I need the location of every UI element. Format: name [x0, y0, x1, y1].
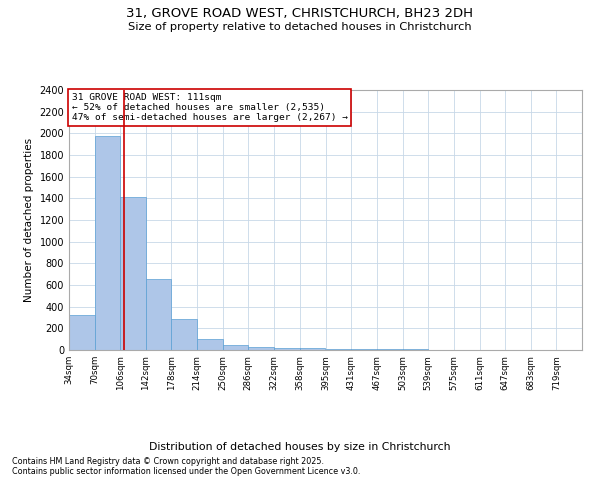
Text: 31, GROVE ROAD WEST, CHRISTCHURCH, BH23 2DH: 31, GROVE ROAD WEST, CHRISTCHURCH, BH23 … — [127, 8, 473, 20]
Text: Contains HM Land Registry data © Crown copyright and database right 2025.: Contains HM Land Registry data © Crown c… — [12, 457, 324, 466]
Bar — [326, 349, 352, 350]
Y-axis label: Number of detached properties: Number of detached properties — [24, 138, 34, 302]
Bar — [223, 344, 248, 350]
Bar — [95, 136, 120, 350]
Bar — [299, 348, 325, 350]
Bar — [69, 315, 95, 350]
Bar — [146, 279, 172, 350]
Bar — [274, 348, 299, 350]
Bar — [120, 196, 146, 350]
Text: 31 GROVE ROAD WEST: 111sqm
← 52% of detached houses are smaller (2,535)
47% of s: 31 GROVE ROAD WEST: 111sqm ← 52% of deta… — [71, 92, 347, 122]
Text: Distribution of detached houses by size in Christchurch: Distribution of detached houses by size … — [149, 442, 451, 452]
Text: Contains public sector information licensed under the Open Government Licence v3: Contains public sector information licen… — [12, 467, 361, 476]
Bar — [172, 319, 197, 350]
Bar — [197, 338, 223, 350]
Bar — [248, 347, 274, 350]
Bar — [352, 349, 377, 350]
Text: Size of property relative to detached houses in Christchurch: Size of property relative to detached ho… — [128, 22, 472, 32]
